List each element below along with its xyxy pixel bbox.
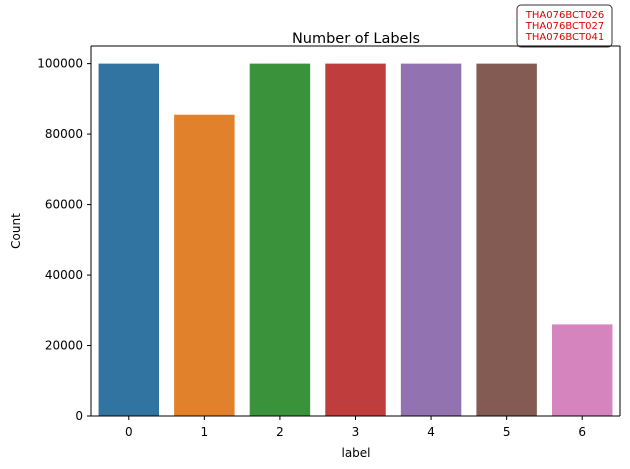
x-tick-label: 2 (276, 425, 284, 439)
y-tick-label: 0 (75, 409, 83, 423)
x-tick-label: 0 (125, 425, 133, 439)
annotation-line: THA076BCT027 (525, 21, 604, 32)
x-tick-label: 3 (352, 425, 360, 439)
x-tick-label: 4 (427, 425, 435, 439)
y-tick-label: 60000 (45, 198, 83, 212)
x-axis-ticks: 0 1 2 3 4 5 6 (125, 416, 586, 439)
bar-5 (476, 63, 537, 416)
annotation-frame (516, 4, 613, 48)
x-tick-label: 6 (578, 425, 586, 439)
bars-layer (98, 63, 613, 416)
bar-4 (400, 63, 462, 416)
y-tick-label: 80000 (45, 127, 83, 141)
bar-1 (174, 114, 235, 416)
x-tick-label: 5 (503, 425, 511, 439)
annotation-line: THA076BCT026 (525, 10, 604, 21)
y-axis-title: Count (9, 213, 23, 249)
y-tick-label: 100000 (37, 57, 83, 71)
bar-6 (551, 324, 613, 416)
bar-3 (325, 63, 386, 416)
y-tick-label: 20000 (45, 339, 83, 353)
axes-frame (90, 45, 621, 417)
annotation-line: THA076BCT041 (525, 32, 604, 43)
y-tick-label: 40000 (45, 268, 83, 282)
y-axis-ticks: 0 20000 40000 60000 80000 100000 (37, 57, 91, 423)
x-tick-label: 1 (201, 425, 209, 439)
bar-0 (98, 63, 160, 416)
annotation-box: THA076BCT026 THA076BCT027 THA076BCT041 (516, 4, 613, 48)
bar-2 (249, 63, 311, 416)
chart-title: Number of Labels (292, 31, 420, 47)
x-axis-title: label (341, 446, 370, 460)
